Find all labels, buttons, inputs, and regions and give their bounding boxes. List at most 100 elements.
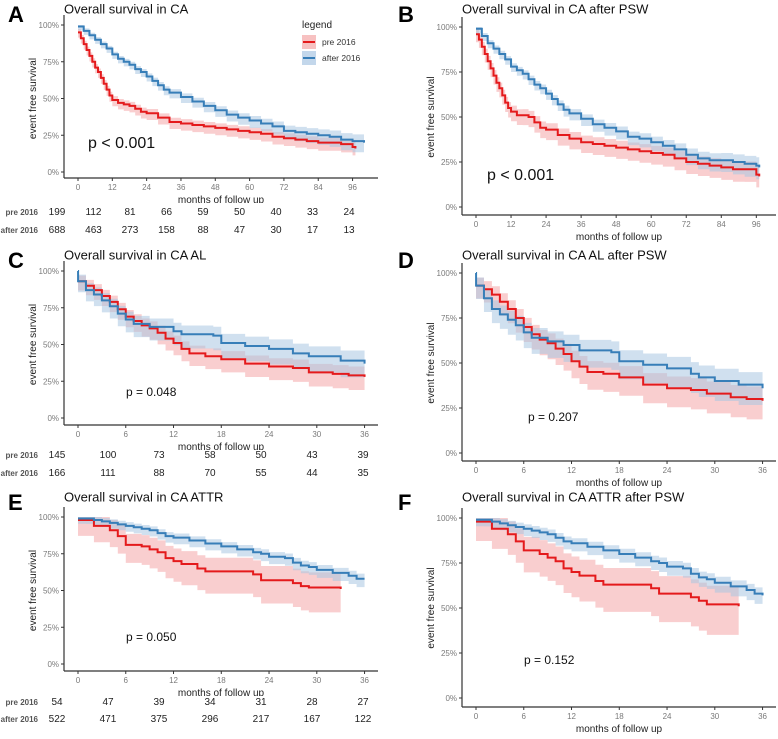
y-tick-label: 75% (43, 304, 59, 313)
legend-label: pre 2016 (322, 37, 356, 47)
risk-row-label: pre 2016 (6, 451, 39, 460)
risk-value: 112 (86, 207, 102, 218)
panel-title: Overall survival in CA after PSW (462, 1, 649, 16)
ci-band-after-2016 (476, 27, 760, 182)
x-axis-title: months of follow up (576, 478, 663, 489)
x-tick-label: 24 (663, 712, 672, 721)
x-tick-label: 48 (612, 220, 621, 229)
legend-label: after 2016 (322, 53, 361, 63)
risk-value: 73 (153, 450, 165, 461)
survival-curve-after-2016 (78, 517, 365, 580)
x-tick-label: 18 (615, 712, 624, 721)
y-tick-label: 0% (445, 449, 457, 458)
y-tick-label: 75% (441, 559, 457, 568)
km-panel-c: C Overall survival in CA AL 0% 25% 50% 75% 100… (1, 247, 378, 479)
risk-value: 40 (270, 207, 282, 218)
x-tick-label: 96 (348, 183, 357, 192)
x-tick-label: 24 (663, 466, 672, 475)
survival-curve-pre-2016 (476, 33, 761, 177)
y-tick-label: 100% (437, 23, 457, 32)
y-tick-label: 25% (43, 131, 59, 140)
x-tick-label: 36 (360, 430, 369, 439)
y-tick-label: 75% (441, 68, 457, 77)
panel-title: Overall survival in CA (64, 1, 189, 16)
x-tick-label: 0 (474, 712, 479, 721)
risk-value: 39 (153, 697, 165, 708)
risk-row-label: pre 2016 (6, 698, 39, 707)
y-tick-label: 25% (441, 158, 457, 167)
y-tick-label: 0% (47, 660, 59, 669)
x-tick-label: 12 (567, 466, 576, 475)
x-tick-label: 18 (217, 676, 226, 685)
risk-value: 463 (85, 225, 102, 236)
x-tick-label: 0 (76, 430, 81, 439)
risk-value: 158 (158, 225, 175, 236)
risk-value: 70 (204, 468, 216, 479)
x-tick-label: 6 (522, 712, 527, 721)
x-axis-title: months of follow up (178, 442, 265, 453)
x-tick-label: 60 (245, 183, 254, 192)
risk-value: 100 (100, 450, 117, 461)
x-tick-label: 18 (217, 430, 226, 439)
x-tick-label: 6 (124, 430, 129, 439)
x-tick-label: 96 (752, 220, 761, 229)
panel-letter: C (8, 248, 24, 273)
x-tick-label: 0 (76, 676, 81, 685)
x-tick-label: 36 (360, 676, 369, 685)
risk-value: 166 (49, 468, 66, 479)
x-tick-label: 84 (314, 183, 323, 192)
km-panel-a: A Overall survival in CA 0% 25% 50% 75% 100% 0 1… (1, 1, 378, 236)
y-tick-label: 100% (39, 21, 59, 30)
risk-value: 30 (270, 225, 282, 236)
x-tick-label: 24 (265, 676, 274, 685)
p-value: p = 0.207 (528, 410, 579, 424)
x-tick-label: 72 (279, 183, 288, 192)
x-tick-label: 30 (710, 466, 719, 475)
y-tick-label: 75% (43, 550, 59, 559)
survival-curve-after-2016 (476, 518, 764, 596)
risk-row-label: after 2016 (1, 469, 39, 478)
risk-value: 688 (49, 225, 66, 236)
risk-row-label: after 2016 (1, 226, 39, 235)
x-tick-label: 6 (522, 466, 527, 475)
y-tick-label: 0% (47, 168, 59, 177)
risk-value: 111 (100, 468, 116, 479)
ci-band-pre-2016 (78, 517, 341, 615)
y-tick-label: 100% (39, 513, 59, 522)
x-tick-label: 60 (647, 220, 656, 229)
risk-value: 296 (202, 714, 219, 725)
risk-value: 43 (306, 450, 318, 461)
p-value: p < 0.001 (487, 167, 554, 184)
risk-value: 54 (51, 697, 63, 708)
p-value: p = 0.152 (524, 653, 575, 667)
risk-value: 145 (49, 450, 66, 461)
risk-value: 24 (343, 207, 355, 218)
risk-value: 50 (255, 450, 267, 461)
x-tick-label: 24 (542, 220, 551, 229)
y-tick-label: 50% (43, 341, 59, 350)
risk-row-label: after 2016 (1, 715, 39, 724)
y-tick-label: 100% (437, 269, 457, 278)
x-tick-label: 36 (758, 712, 767, 721)
survival-curve-after-2016 (476, 27, 761, 168)
y-tick-label: 75% (43, 58, 59, 67)
y-tick-label: 50% (441, 113, 457, 122)
risk-value: 66 (161, 207, 173, 218)
risk-value: 44 (306, 468, 318, 479)
y-tick-label: 25% (43, 377, 59, 386)
p-value: p < 0.001 (88, 135, 155, 152)
x-tick-label: 0 (474, 220, 479, 229)
risk-value: 88 (197, 225, 209, 236)
survival-curve-pre-2016 (476, 520, 740, 607)
x-tick-label: 6 (124, 676, 129, 685)
risk-value: 59 (197, 207, 209, 218)
y-tick-label: 0% (445, 694, 457, 703)
legend-title: legend (302, 20, 332, 31)
risk-value: 33 (307, 207, 319, 218)
km-panel-b: B Overall survival in CA after PSW 0% 25% 50… (398, 1, 776, 243)
legend: legend pre 2016 after 2016 (302, 20, 361, 65)
panel-letter: B (398, 2, 414, 27)
panel-title: Overall survival in CA ATTR after PSW (462, 489, 685, 504)
y-axis-title: event free survival (426, 567, 437, 648)
